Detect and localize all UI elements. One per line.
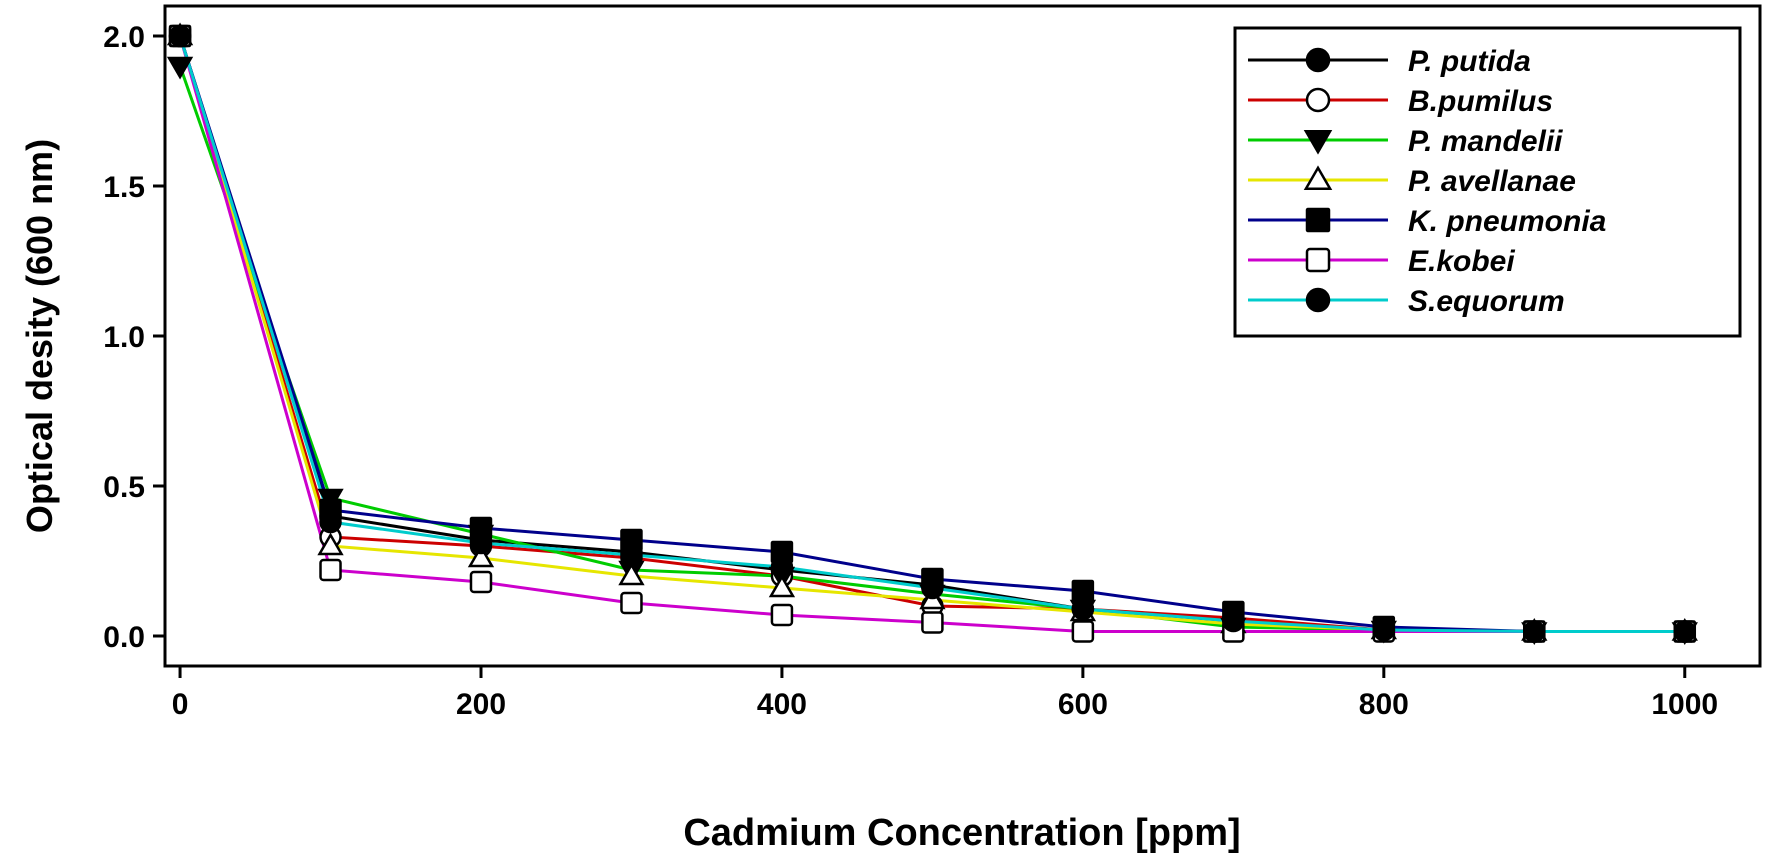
data-point xyxy=(921,611,944,634)
data-point xyxy=(319,558,342,582)
legend: P. putida B.pumilus P. mandelii P. avellana… xyxy=(1233,26,1742,338)
data-point xyxy=(618,562,645,586)
y-tick-label: 2.0 xyxy=(103,21,145,54)
axis-ticks: 0 200 400 600 800 1000 0.0 0.5 1.0 1.5 2.0 xyxy=(103,21,1718,721)
x-tick-label: 200 xyxy=(456,688,506,721)
data-point xyxy=(1071,597,1095,621)
data-point xyxy=(620,591,643,615)
data-point xyxy=(1673,620,1697,643)
data-point xyxy=(770,555,794,579)
data-point xyxy=(166,56,194,80)
legend-marker xyxy=(1305,287,1331,313)
y-axis-title: Optical desity (600 nm) xyxy=(19,139,60,533)
data-point xyxy=(1372,618,1396,642)
data-point xyxy=(620,543,643,567)
data-point xyxy=(1071,620,1095,643)
data-point xyxy=(319,510,342,534)
data-point xyxy=(317,532,344,556)
data-point xyxy=(469,531,493,555)
legend-marker xyxy=(1305,47,1331,73)
y-tick-label: 0.5 xyxy=(103,471,145,504)
legend-marker xyxy=(1303,165,1333,191)
x-axis-title: Cadmium Concentration [ppm] xyxy=(683,812,1240,854)
y-tick-label: 1.5 xyxy=(103,171,145,204)
data-point xyxy=(768,574,796,598)
legend-label: B.pumilus xyxy=(1408,85,1553,118)
x-tick-label: 800 xyxy=(1359,688,1409,721)
legend-marker xyxy=(1303,129,1333,155)
legend-label: S.equorum xyxy=(1408,285,1565,318)
legend-label: P. putida xyxy=(1408,45,1531,78)
legend-label: P. avellanae xyxy=(1408,165,1576,198)
x-tick-label: 1000 xyxy=(1651,688,1718,721)
legend-marker xyxy=(1305,247,1331,273)
legend-marker xyxy=(1305,87,1331,113)
legend-label: K. pneumonia xyxy=(1408,205,1606,238)
legend-label: E.kobei xyxy=(1408,245,1515,278)
data-point xyxy=(467,544,495,568)
legend-label: P. mandelii xyxy=(1408,125,1563,158)
series-markers xyxy=(166,22,1698,645)
x-tick-label: 0 xyxy=(172,688,189,721)
data-point xyxy=(770,603,794,627)
x-tick-label: 600 xyxy=(1058,688,1108,721)
data-point xyxy=(921,576,944,600)
data-point xyxy=(168,24,192,48)
y-tick-label: 1.0 xyxy=(103,321,145,354)
data-point xyxy=(1523,620,1546,643)
x-tick-label: 400 xyxy=(757,688,807,721)
legend-marker xyxy=(1305,207,1331,233)
y-tick-label: 0.0 xyxy=(103,621,145,654)
data-point xyxy=(1222,609,1245,633)
data-point xyxy=(469,570,493,594)
